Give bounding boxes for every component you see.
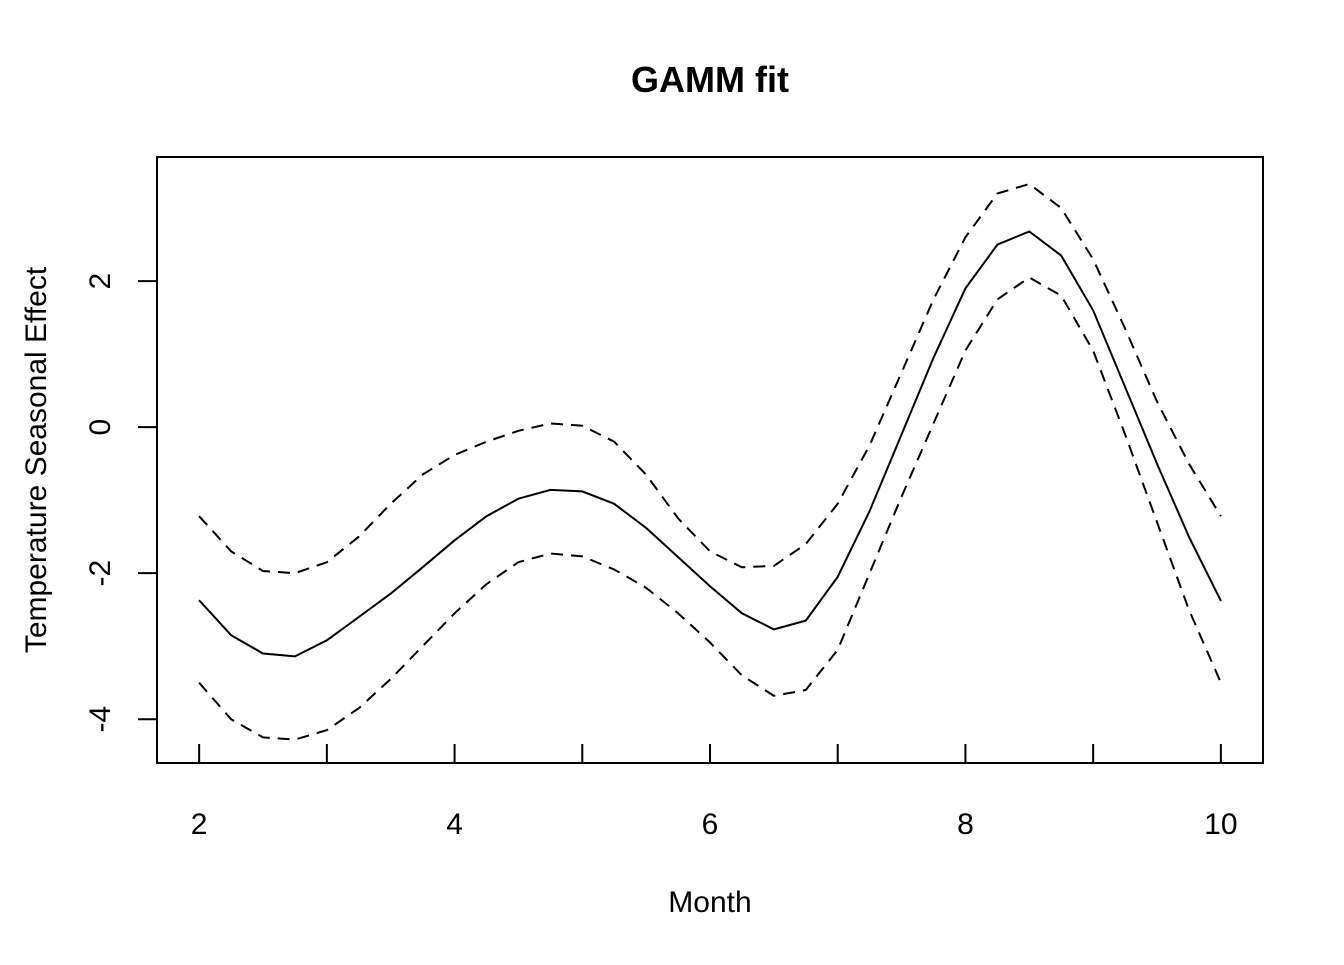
x-axis-label: Month bbox=[668, 886, 751, 919]
x-tick-label: 4 bbox=[446, 808, 463, 841]
x-tick-label: 8 bbox=[957, 808, 974, 841]
y-tick-label: -2 bbox=[84, 560, 117, 587]
y-axis-label: Temperature Seasonal Effect bbox=[20, 266, 53, 653]
chart-title: GAMM fit bbox=[631, 59, 789, 100]
plot-frame bbox=[156, 156, 1264, 764]
x-tick-label: 6 bbox=[702, 808, 719, 841]
confidence-band-line bbox=[198, 182, 1222, 575]
confidence-band-line bbox=[198, 276, 1222, 741]
fit-line bbox=[198, 230, 1222, 658]
y-tick-label: 2 bbox=[84, 273, 117, 290]
y-tick-label: 0 bbox=[84, 419, 117, 436]
x-tick-label: 2 bbox=[191, 808, 208, 841]
x-tick-label: 10 bbox=[1204, 808, 1237, 841]
y-tick-label: -4 bbox=[84, 706, 117, 733]
